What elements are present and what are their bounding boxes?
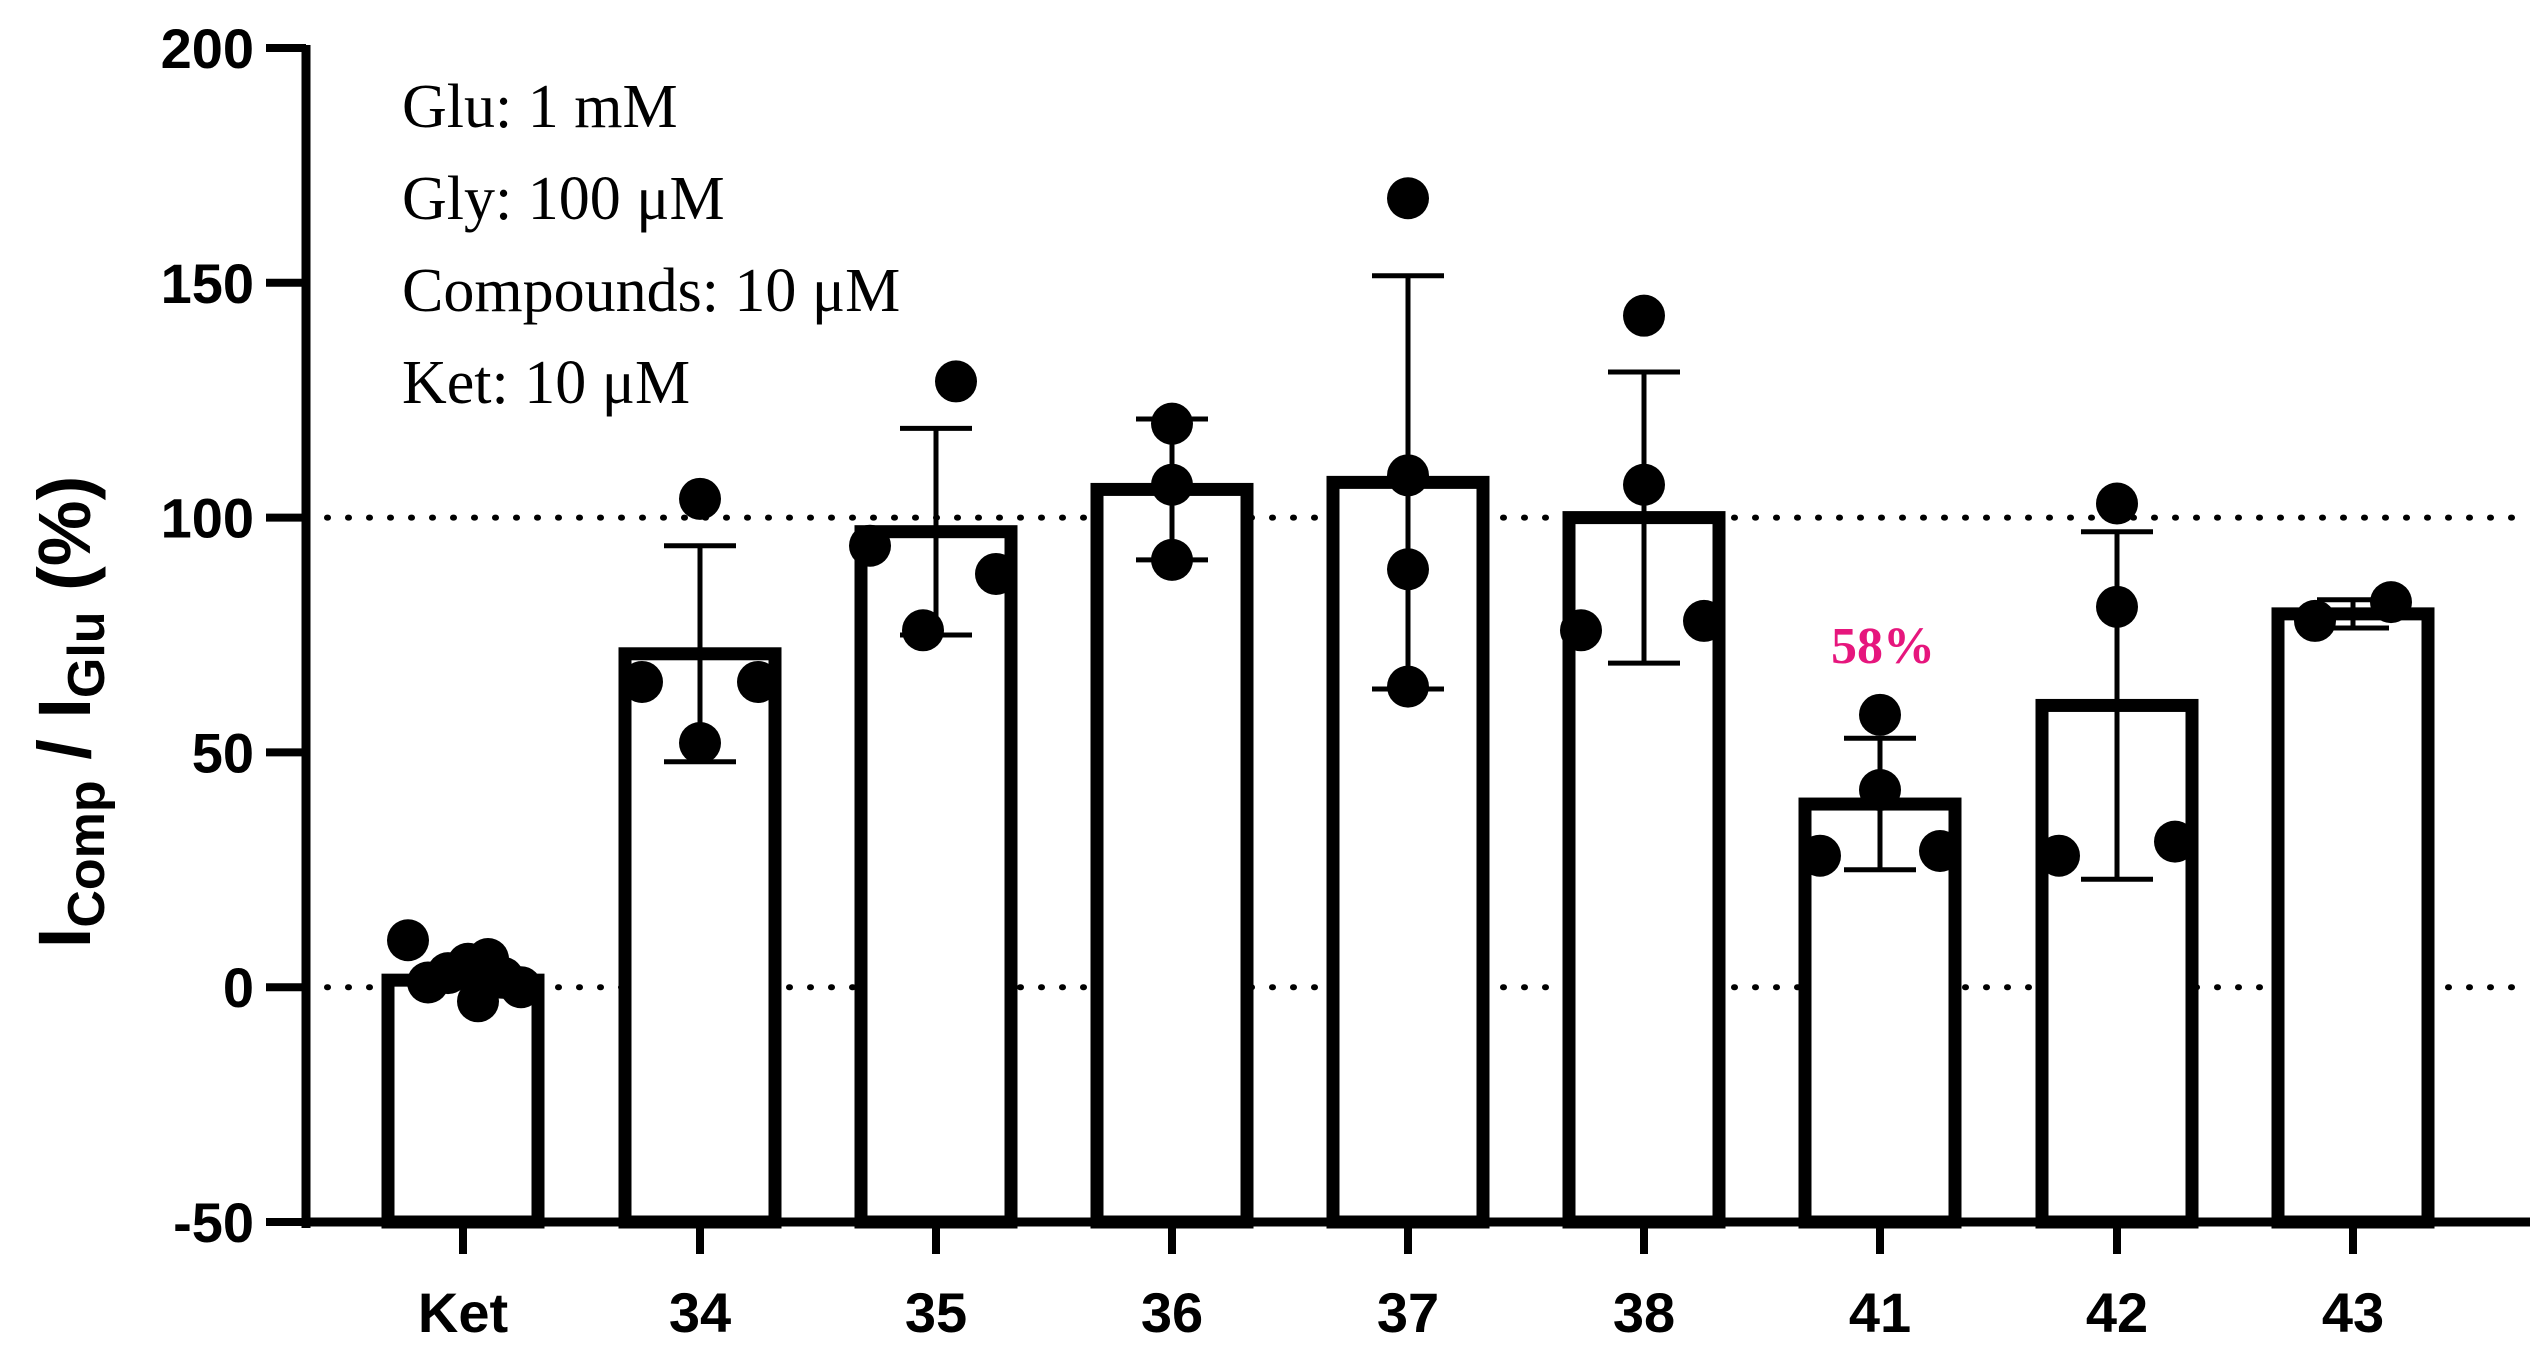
data-point-37-1 [1387, 177, 1429, 220]
annotation-glu: Glu: 1 mM [402, 73, 678, 141]
data-point-35-4 [975, 552, 1017, 595]
data-point-38-2 [1623, 463, 1665, 506]
highlight-label: 58% [1831, 618, 1935, 675]
y-label-sub1: Comp [58, 780, 116, 927]
data-point-34-1 [679, 477, 721, 520]
y-tick-label-150: 150 [161, 252, 254, 315]
annotation-gly: Gly: 100 μM [402, 165, 725, 233]
bar-36 [1090, 482, 1254, 1229]
x-tick-label-42: 42 [2086, 1281, 2148, 1344]
data-point-37-2 [1387, 454, 1429, 497]
data-point-38-1 [1623, 294, 1665, 337]
annotation-block: Glu: 1 mM Gly: 100 μM Compounds: 10 μM K… [402, 73, 900, 417]
data-point-37-4 [1387, 665, 1429, 708]
annotation-ket: Ket: 10 μM [402, 349, 690, 417]
x-tick-label-38: 38 [1613, 1281, 1675, 1344]
x-tick-label-36: 36 [1141, 1281, 1203, 1344]
data-point-38-4 [1683, 599, 1725, 642]
y-axis-label: IComp / IGlu (%) [23, 476, 116, 948]
data-point-Ket-8 [500, 966, 542, 1009]
data-point-37-3 [1387, 548, 1429, 591]
data-point-41-1 [1859, 693, 1901, 736]
data-points [387, 177, 2412, 1023]
axes: -50 0 50 100 150 200 Ket 34 35 36 37 38 41 42 43 [161, 17, 2530, 1344]
bar-43 [2271, 607, 2435, 1229]
data-point-36-1 [1151, 402, 1193, 445]
data-point-35-3 [902, 609, 944, 652]
data-point-42-2 [2096, 585, 2138, 628]
data-point-43-1 [2294, 599, 2336, 642]
x-tick-label-Ket: Ket [418, 1281, 508, 1344]
x-tick-label-43: 43 [2322, 1281, 2384, 1344]
y-tick-label-100: 100 [161, 487, 254, 550]
data-point-34-3 [679, 722, 721, 765]
data-point-41-2 [1859, 768, 1901, 811]
data-point-42-1 [2096, 482, 2138, 525]
data-point-43-2 [2370, 581, 2412, 624]
x-tick-label-41: 41 [1849, 1281, 1911, 1344]
x-tick-label-34: 34 [669, 1281, 731, 1344]
data-point-Ket-1 [387, 919, 429, 962]
y-label-unit: (%) [23, 476, 106, 612]
data-point-36-3 [1151, 538, 1193, 581]
data-point-34-4 [737, 660, 779, 703]
annotation-compounds: Compounds: 10 μM [402, 257, 900, 325]
data-point-38-3 [1560, 609, 1602, 652]
y-tick-label-200: 200 [161, 17, 254, 80]
bar-Ket [381, 973, 545, 1229]
y-label-i1: I [23, 928, 106, 949]
y-tick-label-50: 50 [192, 721, 254, 784]
data-point-35-2 [849, 524, 891, 567]
y-label-sub2: Glu [58, 611, 116, 698]
x-tick-label-37: 37 [1377, 1281, 1439, 1344]
data-point-42-4 [2154, 820, 2196, 863]
data-point-34-2 [621, 660, 663, 703]
data-point-36-2 [1151, 463, 1193, 506]
y-tick-label--50: -50 [173, 1191, 254, 1254]
y-tick-label-0: 0 [223, 956, 254, 1019]
y-label-sep: / [23, 719, 106, 781]
data-point-42-3 [2038, 834, 2080, 877]
x-tick-label-35: 35 [905, 1281, 967, 1344]
data-point-41-3 [1799, 834, 1841, 877]
data-point-41-4 [1919, 830, 1961, 873]
y-label-i2: I [23, 698, 106, 719]
data-point-35-1 [935, 360, 977, 403]
